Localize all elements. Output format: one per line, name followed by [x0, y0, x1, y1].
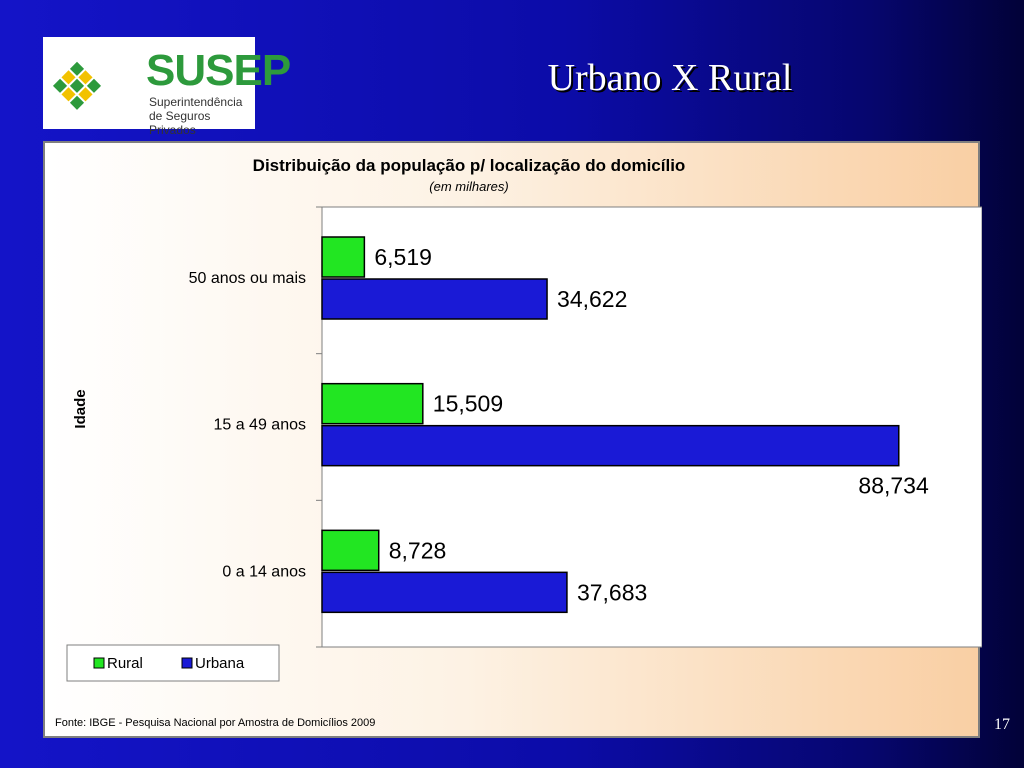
data-label-rural: 6,519 [374, 244, 432, 270]
chart-source-note: Fonte: IBGE - Pesquisa Nacional por Amos… [55, 717, 375, 729]
data-label-urbana: 34,622 [557, 286, 627, 312]
chart-subtitle: (em milhares) [429, 179, 508, 194]
bar-rural [321, 529, 380, 572]
bars-layer: 50 anos ou mais 6,519 34,622 15 a 49 anos 15… [189, 206, 929, 648]
logo-name: SUSEP [146, 46, 291, 95]
legend-label-rural: Rural [107, 655, 143, 672]
data-label-rural: 15,509 [433, 391, 503, 417]
category-label: 0 a 14 anos [222, 563, 306, 580]
data-label-rural: 8,728 [389, 537, 447, 563]
chart-panel: Distribuição da população p/ localização… [43, 141, 982, 738]
bar-urbana [321, 278, 548, 320]
bar-urbana [321, 424, 900, 467]
bar-rural [321, 382, 424, 425]
legend-swatch-urbana [181, 657, 193, 669]
legend-label-urbana: Urbana [195, 655, 245, 672]
bar-urbana [321, 571, 568, 614]
data-label-urbana: 88,734 [858, 473, 929, 499]
logo-subtitle-line-2: de Seguros Privados [149, 109, 211, 137]
bar-chart: Distribuição da população p/ localização… [55, 156, 982, 729]
susep-logo: SUSEP Superintendência de Seguros Privad… [43, 37, 291, 137]
susep-logo-mark-icon [52, 61, 102, 110]
chart-title: Distribuição da população p/ localização… [253, 156, 686, 175]
page-number: 17 [994, 716, 1010, 733]
logo-subtitle-line-1: Superintendência [149, 95, 243, 109]
legend-swatch-rural [93, 657, 105, 669]
legend: Rural Urbana [66, 644, 280, 682]
slide-title: Urbano X Rural [547, 57, 793, 99]
category-label: 15 a 49 anos [213, 417, 306, 434]
category-label: 50 anos ou mais [189, 270, 306, 287]
bar-rural [321, 236, 366, 278]
y-axis-label: Idade [72, 389, 89, 428]
data-label-urbana: 37,683 [577, 579, 647, 605]
